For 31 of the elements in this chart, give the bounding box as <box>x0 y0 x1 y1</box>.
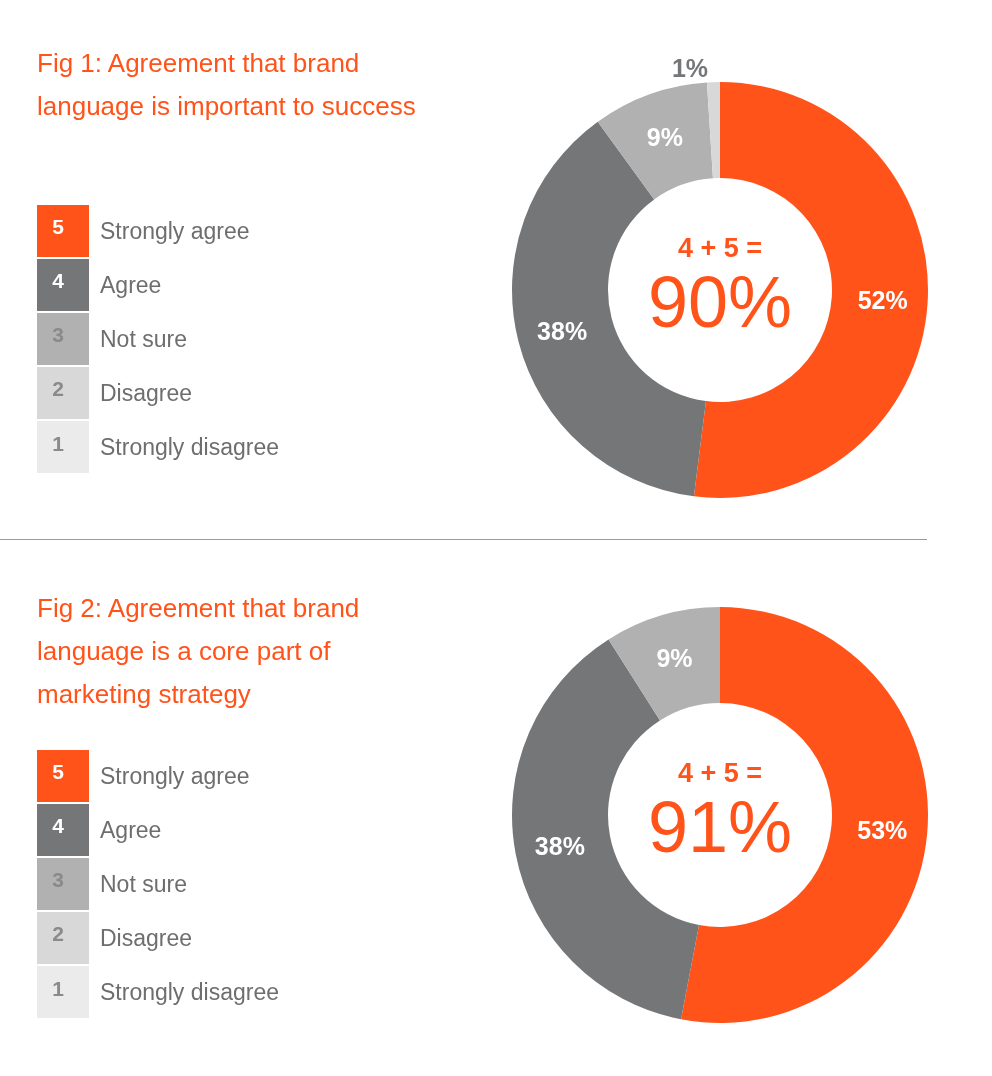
text: 2 <box>52 922 64 946</box>
text: 5 <box>52 214 65 238</box>
text: 90% <box>647 262 793 342</box>
legend-label: Not sure <box>100 326 187 352</box>
legend-label: Strongly disagree <box>100 434 279 460</box>
legend-label: Disagree <box>100 380 193 406</box>
text: Fig 2: Agreement that brand language is a core part of marketing strategy <box>37 592 367 709</box>
text: 91% <box>647 787 793 867</box>
text: 4 + 5 = <box>677 758 763 788</box>
data-label: 9% <box>646 122 683 151</box>
data-label: 38% <box>537 316 588 345</box>
data-label: 1% <box>671 54 709 83</box>
legend-label: Disagree <box>100 925 193 951</box>
data-label: 38% <box>534 831 585 860</box>
legend-label: Strongly disagree <box>100 979 279 1005</box>
data-label: 9% <box>656 644 693 673</box>
data-label: 53% <box>857 816 908 845</box>
legend-label: Agree <box>100 272 162 298</box>
text: 4 <box>52 268 65 292</box>
text: 1 <box>52 976 65 1000</box>
text: 4 <box>52 813 65 837</box>
legend-label: Agree <box>100 817 162 843</box>
legend-label: Strongly agree <box>100 218 250 244</box>
legend-label: Not sure <box>100 871 187 897</box>
text: 1 <box>52 431 65 455</box>
chart-title: Fig 1: Agreement that brand language is important to success <box>37 47 416 121</box>
text: 2 <box>52 377 64 401</box>
legend-label: Strongly agree <box>100 763 250 789</box>
text: 4 + 5 = <box>677 233 763 263</box>
data-label: 52% <box>857 286 908 315</box>
text: 5 <box>52 759 65 783</box>
